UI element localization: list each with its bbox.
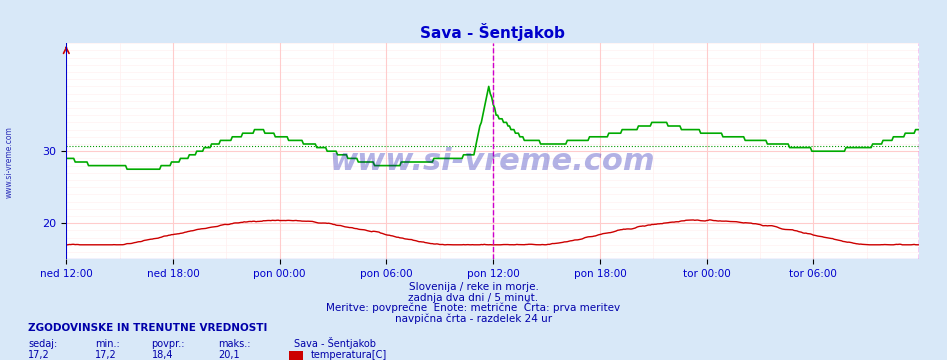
Title: Sava - Šentjakob: Sava - Šentjakob — [420, 23, 564, 41]
Text: povpr.:: povpr.: — [152, 339, 185, 350]
Text: temperatura[C]: temperatura[C] — [311, 350, 387, 360]
Text: Sava - Šentjakob: Sava - Šentjakob — [294, 337, 376, 350]
Text: 17,2: 17,2 — [95, 350, 116, 360]
Text: navpična črta - razdelek 24 ur: navpična črta - razdelek 24 ur — [395, 314, 552, 324]
Text: sedaj:: sedaj: — [28, 339, 58, 350]
Text: maks.:: maks.: — [218, 339, 250, 350]
Text: ZGODOVINSKE IN TRENUTNE VREDNOSTI: ZGODOVINSKE IN TRENUTNE VREDNOSTI — [28, 323, 268, 333]
Text: www.si-vreme.com: www.si-vreme.com — [5, 126, 14, 198]
Text: www.si-vreme.com: www.si-vreme.com — [330, 148, 655, 176]
Text: Meritve: povprečne  Enote: metrične  Črta: prva meritev: Meritve: povprečne Enote: metrične Črta:… — [327, 301, 620, 314]
Text: min.:: min.: — [95, 339, 119, 350]
Text: 20,1: 20,1 — [218, 350, 240, 360]
Text: 18,4: 18,4 — [152, 350, 173, 360]
Text: zadnja dva dni / 5 minut.: zadnja dva dni / 5 minut. — [408, 293, 539, 303]
Text: Slovenija / reke in morje.: Slovenija / reke in morje. — [408, 282, 539, 292]
Text: 17,2: 17,2 — [28, 350, 50, 360]
